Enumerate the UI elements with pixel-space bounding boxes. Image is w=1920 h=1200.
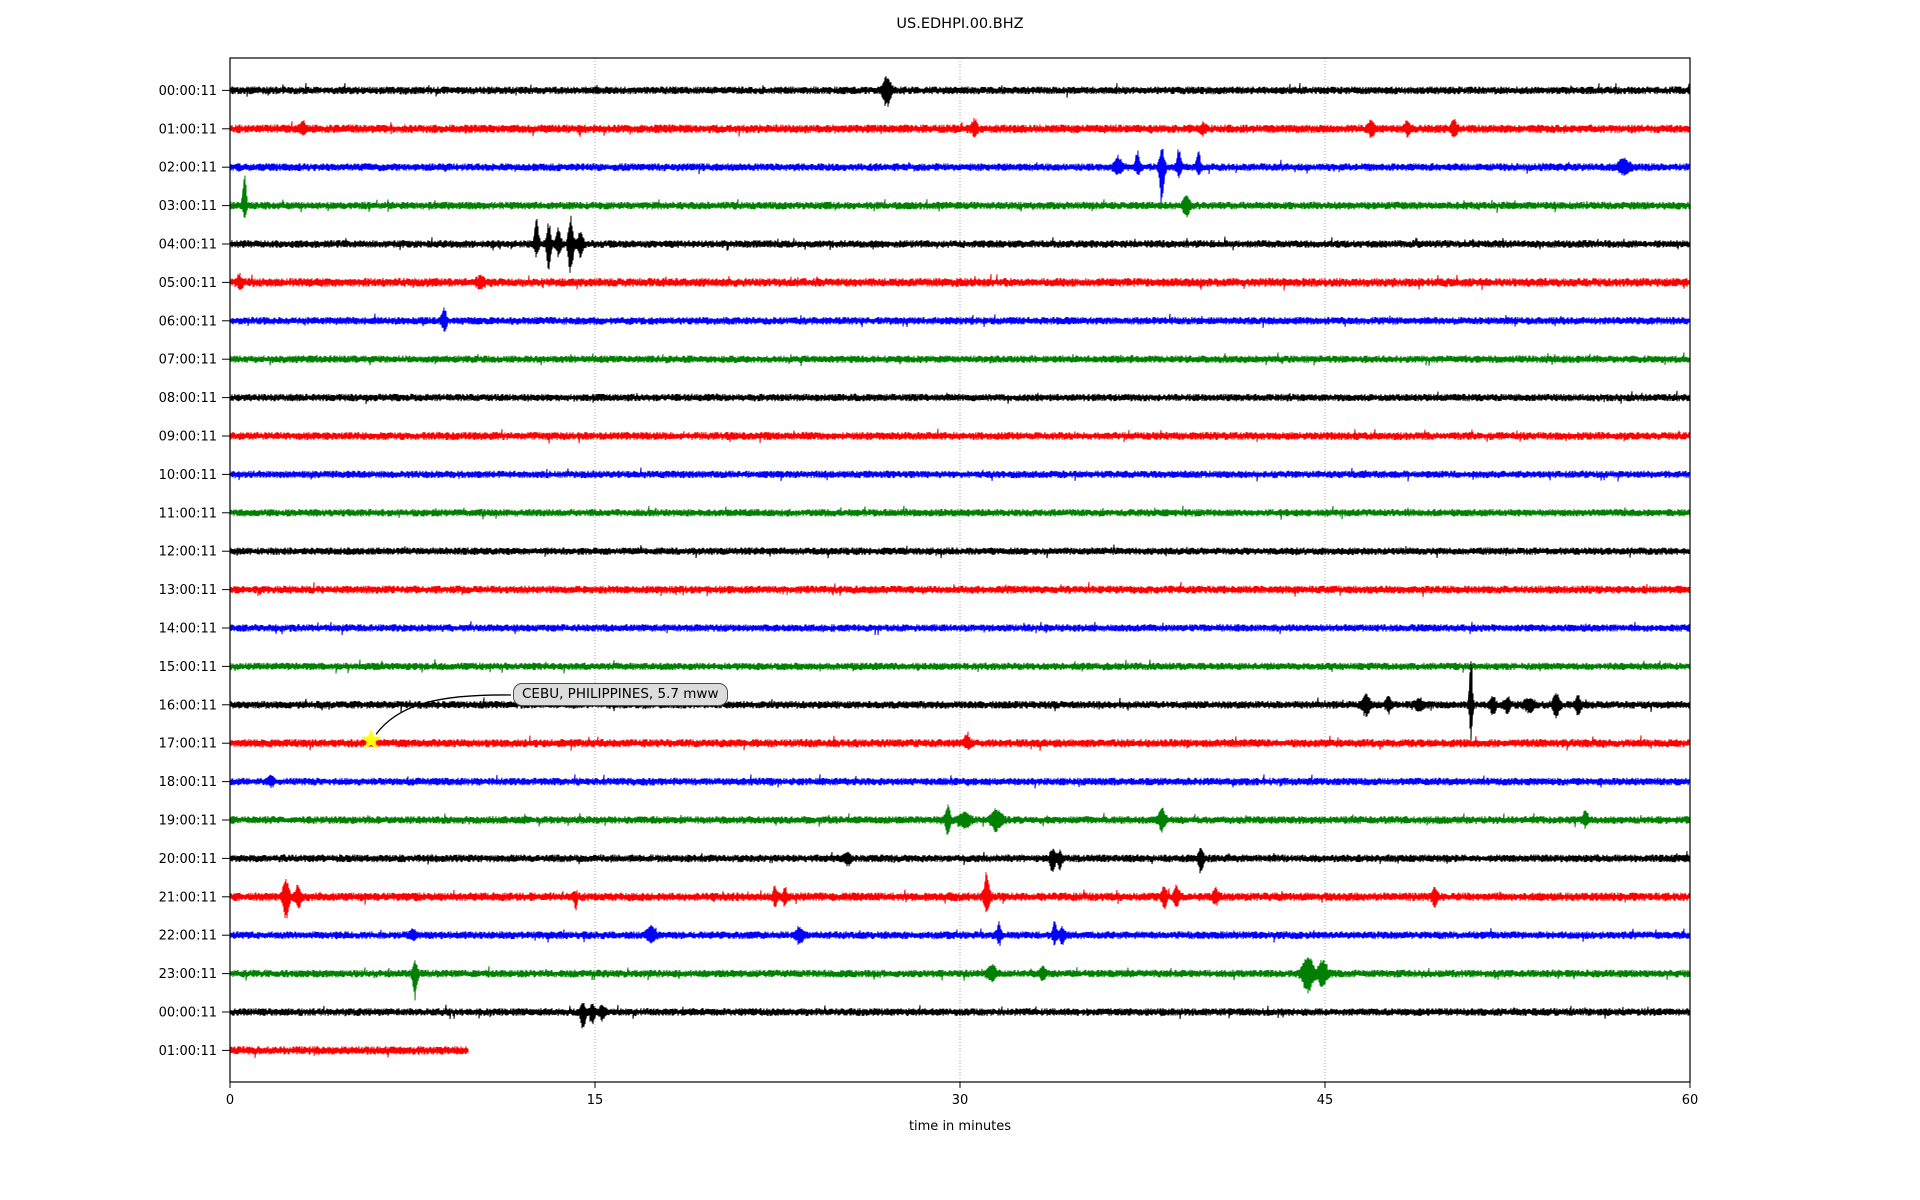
trace-row (229, 731, 1691, 751)
trace-row (229, 307, 1691, 332)
chart-title: US.EDHPI.00.BHZ (896, 16, 1024, 32)
trace-row (229, 659, 1691, 674)
trace-row (229, 872, 1691, 919)
trace-row (229, 774, 1691, 789)
row-time-label: 18:00:11 (159, 775, 217, 790)
row-time-label: 08:00:11 (159, 391, 217, 406)
x-axis-label: time in minutes (908, 1119, 1012, 1134)
row-time-label: 00:00:11 (159, 84, 217, 99)
row-time-label: 23:00:11 (159, 967, 217, 982)
trace-row (229, 581, 1691, 598)
x-tick-label: 0 (226, 1093, 234, 1108)
row-time-label: 12:00:11 (159, 545, 217, 560)
trace-row (229, 544, 1691, 559)
row-time-label: 04:00:11 (159, 238, 217, 253)
row-time-label: 17:00:11 (159, 737, 217, 752)
row-time-label: 20:00:11 (159, 852, 217, 867)
event-star-icon (360, 729, 382, 750)
trace-row (229, 428, 1691, 444)
row-time-label: 01:00:11 (159, 122, 217, 137)
row-time-label: 10:00:11 (159, 468, 217, 483)
row-time-label: 07:00:11 (159, 353, 217, 368)
trace-row (229, 957, 1691, 1001)
trace-row (229, 390, 1691, 405)
trace-row (229, 804, 1691, 835)
trace-row (229, 175, 1691, 218)
trace-row (229, 505, 1691, 520)
row-time-label: 19:00:11 (159, 814, 217, 829)
row-time-label: 11:00:11 (159, 506, 217, 521)
x-tick-label: 45 (1317, 1093, 1334, 1108)
row-time-label: 15:00:11 (159, 660, 217, 675)
trace-row (229, 621, 1691, 636)
annotation-arrow (375, 694, 512, 735)
trace-row (229, 848, 1691, 874)
row-time-label: 00:00:11 (159, 1006, 217, 1021)
trace-row (229, 661, 1691, 743)
row-time-label: 05:00:11 (159, 276, 217, 291)
row-time-label: 09:00:11 (159, 430, 217, 445)
row-time-label: 03:00:11 (159, 199, 217, 214)
trace-row (229, 467, 1691, 482)
x-tick-label: 30 (952, 1093, 969, 1108)
row-time-label: 06:00:11 (159, 314, 217, 329)
row-time-label: 22:00:11 (159, 929, 217, 944)
event-annotation: CEBU, PHILIPPINES, 5.7 mww (513, 683, 728, 706)
row-time-label: 14:00:11 (159, 622, 217, 637)
row-time-label: 13:00:11 (159, 583, 217, 598)
trace-row (229, 148, 1691, 205)
row-time-label: 01:00:11 (159, 1044, 217, 1059)
trace-row (229, 1002, 1691, 1029)
trace-row (229, 76, 1691, 107)
row-time-label: 02:00:11 (159, 161, 217, 176)
x-tick-label: 60 (1682, 1093, 1699, 1108)
trace-row (229, 921, 1691, 947)
trace-row (229, 1046, 469, 1058)
x-tick-label: 15 (587, 1093, 604, 1108)
trace-row (229, 215, 1691, 273)
trace-row (229, 272, 1691, 291)
trace-row (229, 352, 1691, 367)
row-time-label: 16:00:11 (159, 698, 217, 713)
row-time-label: 21:00:11 (159, 890, 217, 905)
trace-row (229, 117, 1691, 139)
